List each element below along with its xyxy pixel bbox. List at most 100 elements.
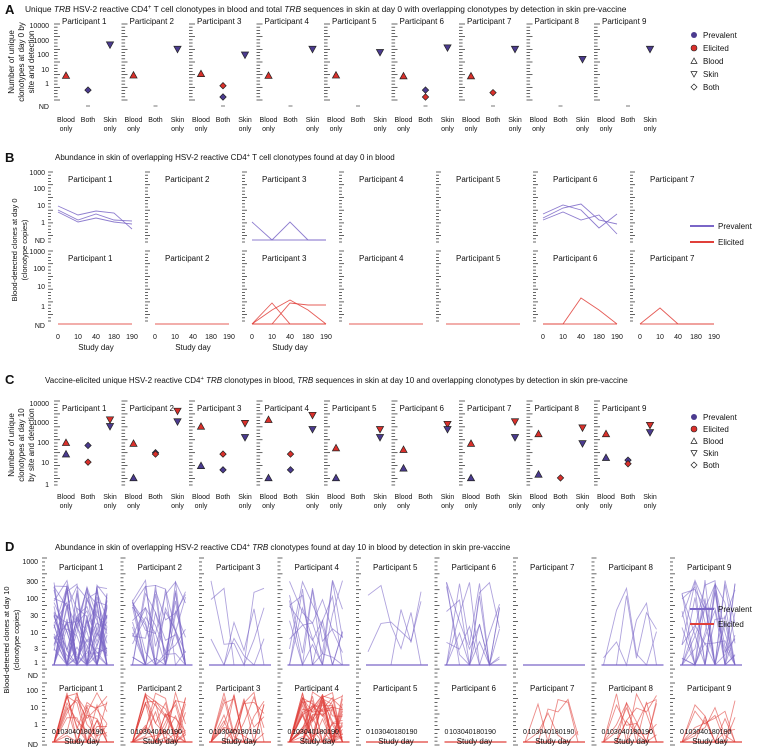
panel-b-xtick: 190 [708,334,720,341]
panel-c-xtick: only [171,503,184,510]
panel-d-xtick: 0 [445,729,449,736]
prevalent-series-line [251,221,326,241]
panel-c-ytick: 100 [37,440,49,447]
panel-d-participant-label: Participant 5 [373,563,418,572]
elicited-series-line [132,692,186,743]
panel-c-xtick: only [397,503,410,510]
elicited-series-line [682,715,736,743]
panel-b-xtick: 10 [656,334,664,341]
elicited-both-point [556,474,565,482]
panel-a-ylabel: clonotypes at day 0 by [17,22,26,102]
panel-c-xtick: only [262,503,275,510]
skin-only-point [510,434,520,442]
legend-label: Blood [703,57,723,66]
legend-blood-marker [690,437,698,444]
panel-b-ylabel: (clonotype copies) [20,219,29,280]
panel-c-xtick: only [441,503,454,510]
panel-c-xtick: only [60,503,73,510]
panel-d-xtick: 103040180190 [214,729,261,736]
panel-a-xtick: only [60,126,73,133]
panel-c-xtick: Blood [57,494,75,501]
legend-label: Prevalent [718,222,753,231]
panel-d-ytick: 3 [34,646,38,653]
panel-c-xtick: Blood [395,494,413,501]
elicited-series-line [132,730,186,743]
panel-c-participant-label: Participant 5 [332,404,377,413]
panel-d-xtick: 0 [602,729,606,736]
elicited-series-line [211,694,265,744]
panel-a-letter: A [5,2,15,17]
panel-d-participant-label: Participant 8 [609,684,654,693]
skin-only-point [105,423,115,431]
skin-only-point [375,426,385,434]
panel-a-xtick: only [465,126,478,133]
prevalent-blood-point [129,473,138,482]
skin-only-point [578,56,587,64]
panel-a-ylabel: site and detection [27,31,36,94]
prevalent-series-line [53,586,108,666]
elicited-blood-point [61,438,71,446]
skin-only-point [443,44,452,53]
elicited-both-point [219,450,227,458]
legend-label: Elicited [703,44,729,53]
prevalent-series-line [132,602,186,666]
elicited-series-line [53,692,107,743]
panel-b-xtick: 10 [74,334,82,341]
panel-b-participant-label: Participant 7 [650,254,695,263]
panel-a-participant-label: Participant 5 [332,17,377,26]
panel-d-xlabel: Study day [300,737,336,746]
elicited-blood-point [196,69,206,78]
panel-b-xtick: 0 [153,334,157,341]
elicited-blood-point [466,439,476,447]
legend-skin-marker [690,450,698,457]
panel-b-participant-label: Participant 3 [262,254,307,263]
panel-b-participant-label: Participant 4 [359,175,404,184]
elicited-series-line [132,693,186,743]
prevalent-series-line [57,209,133,222]
panel-b-ytick: 10 [37,284,45,291]
panel-c-xtick: only [600,503,613,510]
panel-b-participant-label: Participant 1 [68,254,113,263]
panel-b-participant-label: Participant 5 [456,175,501,184]
panel-c-xtick: only [576,503,589,510]
panel-b-participant-label: Participant 2 [165,175,210,184]
panel-d-participant-label: Participant 4 [295,684,340,693]
panel-a-xtick: Skin [238,117,252,124]
panel-c-xtick: Skin [306,494,320,501]
legend-label: Elicited [718,620,744,629]
elicited-blood-point [129,439,138,447]
elicited-series-line [53,696,108,744]
elicited-blood-point [331,443,341,452]
elicited-series-line [603,706,657,743]
panel-a-title: Unique TRB HSV-2 reactive CD4+ T cell cl… [25,4,627,14]
panel-b-participant-label: Participant 7 [650,175,695,184]
panel-d-xtick: 103040180190 [371,729,418,736]
panel-b-participant-label: Participant 6 [553,254,598,263]
panel-b-ytick: 1 [41,304,45,311]
panel-b-xtick: 180 [205,334,217,341]
panel-a-ytick: 10 [41,67,49,74]
panel-d-xtick: 103040180190 [606,729,653,736]
skin-only-point [443,420,452,429]
prevalent-both-point [286,466,295,474]
panel-d-participant-label: Participant 2 [138,684,183,693]
prevalent-series-line [210,637,265,667]
panel-d-participant-label: Participant 7 [530,684,575,693]
panel-c-xtick: only [306,503,319,510]
panel-c-xtick: Blood [260,494,278,501]
panel-d-participant-label: Participant 9 [687,684,732,693]
legend-elicited-marker [690,44,698,52]
panel-c-title: Vaccine-elicited unique HSV-2 reactive C… [45,376,628,385]
elicited-both-point [489,88,497,97]
panel-d-ytick: 300 [26,579,38,586]
panel-c-xtick: Skin [171,494,185,501]
elicited-series-line [132,726,186,743]
panel-b-ytick: 1 [41,220,45,227]
elicited-both-point [421,93,430,101]
panel-d-ytick: 100 [26,688,38,695]
panel-b-xlabel: Study day [175,343,211,352]
elicited-series-line [210,701,265,743]
panel-b-ytick: ND [35,238,45,245]
panel-c-letter: C [5,372,15,387]
